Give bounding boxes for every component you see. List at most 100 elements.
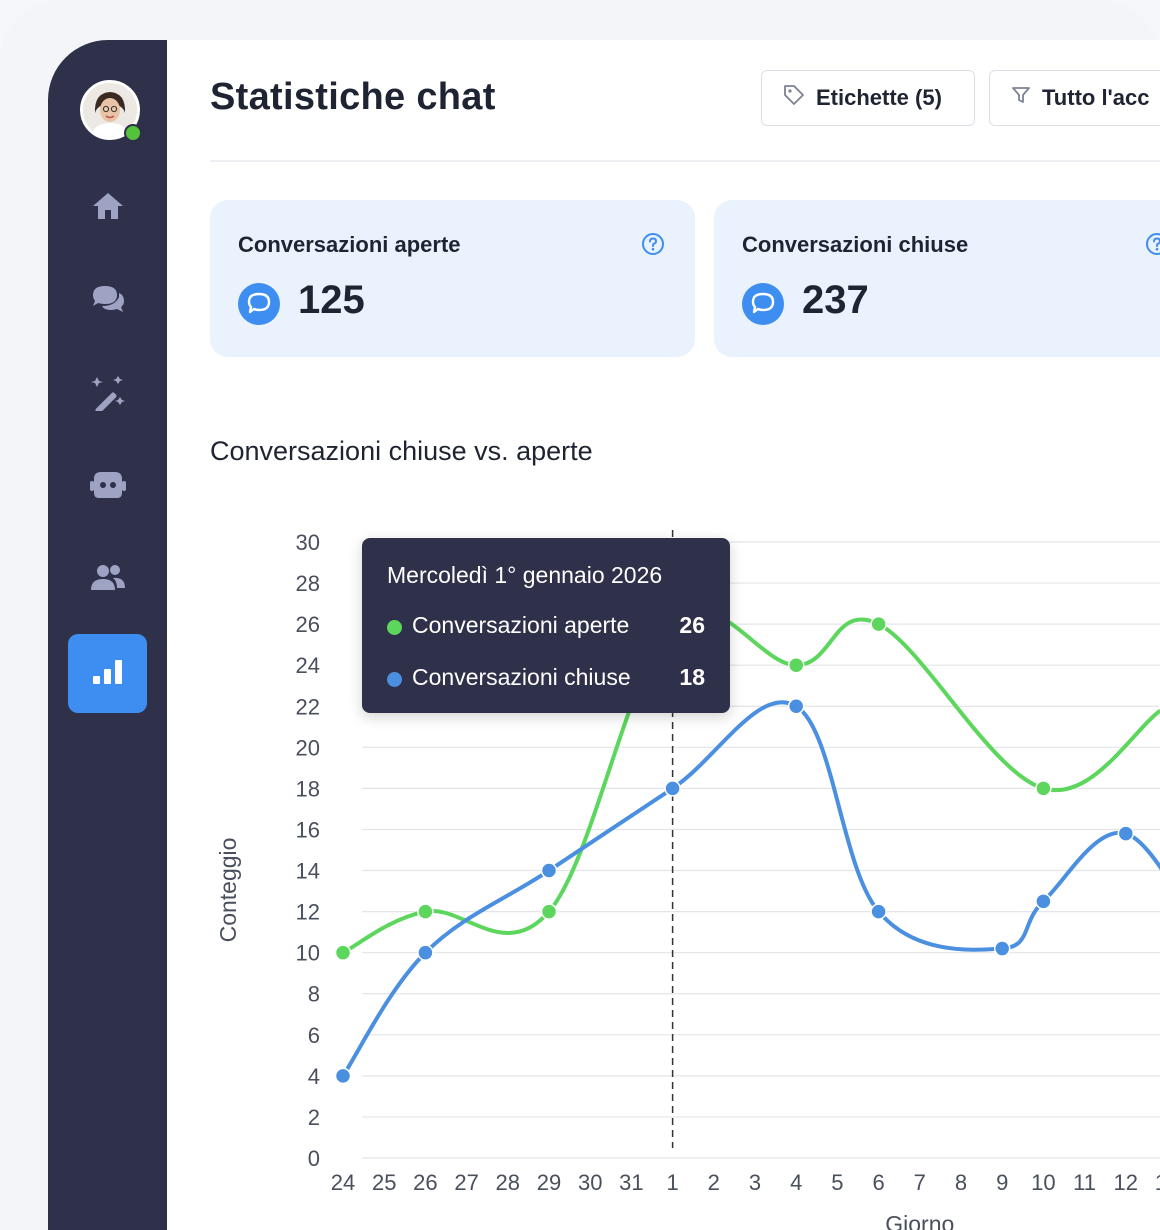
sidebar <box>48 40 167 1230</box>
x-tick-label: 27 <box>454 1170 478 1195</box>
account-filter-label: Tutto l'acc <box>1042 85 1150 110</box>
data-point <box>1035 780 1052 797</box>
data-point <box>334 1067 352 1085</box>
stat-value: 125 <box>298 278 365 322</box>
x-tick-label: 30 <box>578 1170 602 1195</box>
account-filter-button[interactable]: Tutto l'acc <box>989 70 1160 126</box>
x-tick-label: 10 <box>1031 1170 1055 1195</box>
chart-title: Conversazioni chiuse vs. aperte <box>210 436 593 466</box>
stat-card-closed: Conversazioni chiuse 237 <box>714 200 1160 357</box>
data-point <box>1035 893 1052 910</box>
sidebar-item-team[interactable] <box>68 540 147 619</box>
y-tick-label: 0 <box>308 1146 320 1171</box>
x-tick-label: 3 <box>749 1170 761 1195</box>
y-tick-label: 8 <box>308 982 320 1007</box>
x-tick-label: 28 <box>496 1170 520 1195</box>
stat-card-open: Conversazioni aperte 125 <box>210 200 695 357</box>
y-axis-title: Conteggio <box>215 838 241 943</box>
y-tick-label: 2 <box>308 1105 320 1130</box>
y-tick-label: 6 <box>308 1023 320 1048</box>
stat-label: Conversazioni chiuse <box>742 232 969 257</box>
sidebar-item-statistics[interactable] <box>68 634 147 713</box>
sidebar-item-bots[interactable] <box>68 448 147 527</box>
y-tick-label: 24 <box>296 653 320 678</box>
data-point <box>1117 825 1135 842</box>
labels-filter-label: Etichette (5) <box>816 85 942 110</box>
x-tick-label: 8 <box>955 1170 967 1195</box>
y-tick-label: 14 <box>296 859 320 884</box>
chat-bubble-icon <box>741 282 785 331</box>
x-tick-label: 26 <box>413 1170 437 1195</box>
legend-dot-open <box>387 620 402 635</box>
sidebar-item-automation[interactable] <box>68 355 147 434</box>
x-tick-label: 2 <box>708 1170 720 1195</box>
x-tick-label: 25 <box>372 1170 396 1195</box>
tooltip-row-value: 26 <box>679 612 705 638</box>
tag-icon <box>782 83 806 113</box>
bar-chart-icon <box>91 656 125 691</box>
y-tick-label: 4 <box>308 1064 320 1089</box>
data-point <box>787 698 805 715</box>
x-tick-label: 9 <box>996 1170 1008 1195</box>
y-tick-label: 18 <box>296 776 320 801</box>
help-icon[interactable] <box>641 232 665 261</box>
y-tick-label: 22 <box>296 694 320 719</box>
y-tick-label: 28 <box>296 571 320 596</box>
y-tick-label: 30 <box>296 530 320 555</box>
stat-label: Conversazioni aperte <box>238 232 461 257</box>
tooltip-row-label: Conversazioni aperte <box>412 612 630 638</box>
help-icon[interactable] <box>1145 232 1160 261</box>
data-point <box>540 862 558 879</box>
data-point <box>417 903 434 920</box>
x-tick-label: 5 <box>831 1170 843 1195</box>
data-point <box>664 780 681 797</box>
data-point <box>993 940 1011 957</box>
x-tick-label: 12 <box>1114 1170 1138 1195</box>
y-tick-label: 20 <box>296 735 320 760</box>
data-point <box>870 615 887 633</box>
users-icon <box>89 562 127 597</box>
filter-icon <box>1010 84 1032 112</box>
x-axis-title: Giorno <box>885 1211 954 1230</box>
page-title: Statistiche chat <box>210 76 496 118</box>
header-divider <box>210 160 1160 162</box>
x-tick-label: 11 <box>1073 1170 1096 1195</box>
y-tick-label: 12 <box>296 900 320 925</box>
data-point <box>870 903 887 920</box>
tooltip-row-label: Conversazioni chiuse <box>412 664 631 690</box>
y-tick-label: 10 <box>296 941 320 966</box>
y-tick-label: 16 <box>296 817 320 842</box>
chat-bubble-icon <box>237 282 281 331</box>
x-tick-label: 29 <box>537 1170 561 1195</box>
app-window: Statistiche chat Etichette (5) Tutto l'a… <box>48 40 1160 1230</box>
x-tick-label: 4 <box>790 1170 802 1195</box>
data-point <box>417 944 434 961</box>
x-tick-label: 13 <box>1155 1170 1160 1195</box>
chat-bubbles-icon <box>90 283 126 320</box>
tooltip-row-open: Conversazioni aperte 26 <box>387 612 705 642</box>
chart-tooltip: Mercoledì 1° gennaio 2026 Conversazioni … <box>362 538 730 713</box>
magic-wand-icon <box>89 373 127 416</box>
x-tick-label: 1 <box>666 1170 678 1195</box>
tooltip-title: Mercoledì 1° gennaio 2026 <box>387 562 663 588</box>
x-tick-label: 6 <box>872 1170 884 1195</box>
series-line <box>342 609 1160 955</box>
data-point <box>334 944 352 961</box>
sidebar-item-home[interactable] <box>68 169 147 248</box>
legend-dot-closed <box>387 672 402 687</box>
user-avatar[interactable] <box>80 80 142 142</box>
main-content: Statistiche chat Etichette (5) Tutto l'a… <box>210 40 1160 1230</box>
x-tick-label: 31 <box>619 1170 643 1195</box>
data-point <box>787 656 805 674</box>
x-tick-label: 7 <box>914 1170 926 1195</box>
series-line <box>341 700 1160 1077</box>
bot-icon <box>89 469 127 506</box>
home-icon <box>91 191 125 226</box>
tooltip-row-value: 18 <box>679 664 705 690</box>
sidebar-item-chats[interactable] <box>68 262 147 341</box>
stat-value: 237 <box>802 278 869 322</box>
labels-filter-button[interactable]: Etichette (5) <box>761 70 975 126</box>
y-tick-label: 26 <box>296 612 320 637</box>
x-tick-label: 24 <box>331 1170 355 1195</box>
